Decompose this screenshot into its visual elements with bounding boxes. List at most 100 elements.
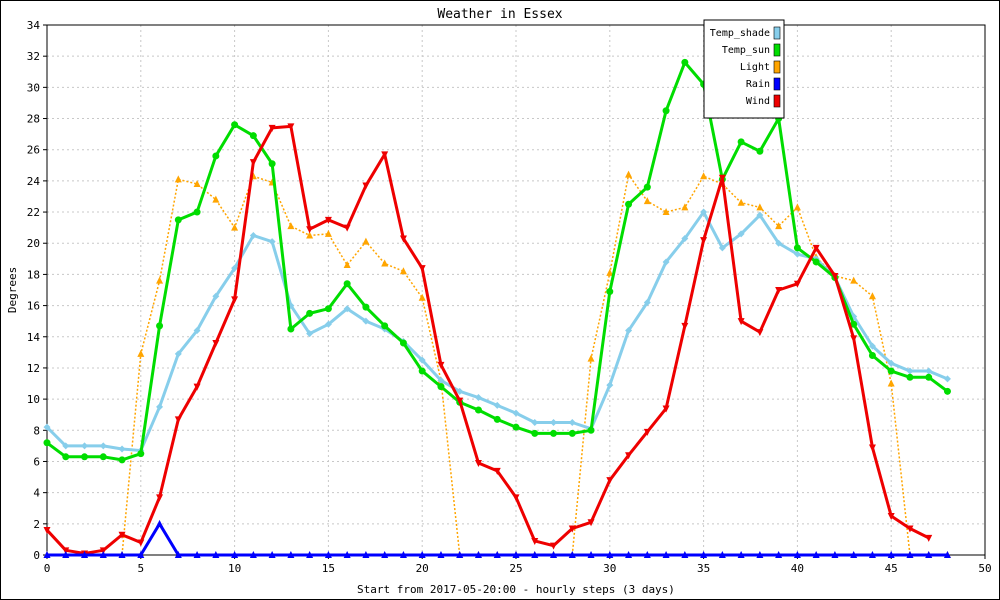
light-point — [231, 223, 239, 231]
temp-shade-point — [343, 305, 351, 313]
y-tick-label: 6 — [33, 455, 40, 468]
gridlines — [47, 25, 985, 555]
rain-point — [324, 551, 332, 558]
y-tick-label: 14 — [27, 331, 41, 344]
x-tick-label: 30 — [603, 562, 616, 575]
wind-point — [512, 494, 520, 502]
y-tick-label: 22 — [27, 206, 40, 219]
temp-shade-point — [306, 330, 314, 338]
light-point — [625, 170, 633, 178]
series-temp-shade — [43, 208, 951, 455]
y-tick-label: 10 — [27, 393, 40, 406]
light-point — [156, 276, 164, 284]
temp-sun-point — [737, 138, 745, 146]
temp-sun-point — [625, 200, 633, 208]
x-tick-label: 0 — [44, 562, 51, 575]
temp-shade-point — [718, 244, 726, 252]
rain-point — [625, 551, 633, 558]
temp-sun-point — [62, 453, 70, 461]
y-tick-label: 12 — [27, 362, 40, 375]
rain-point — [887, 551, 895, 558]
temp-shade-point — [249, 231, 257, 239]
rain-point — [681, 551, 689, 558]
y-tick-label: 34 — [27, 19, 41, 32]
light-point — [212, 195, 220, 203]
rain-point — [812, 551, 820, 558]
temp-shade-point — [737, 230, 745, 238]
rain-point — [531, 551, 539, 558]
light-point — [343, 261, 351, 269]
temp-sun-point — [925, 373, 933, 381]
temp-shade-point — [625, 327, 633, 335]
light-point — [606, 268, 614, 276]
wind-point — [193, 383, 201, 391]
wind-point — [493, 467, 501, 475]
x-tick-label: 15 — [322, 562, 335, 575]
temp-shade-point — [925, 367, 933, 375]
y-tick-label: 4 — [33, 487, 40, 500]
temp-shade-point — [62, 442, 70, 450]
temp-shade-point — [156, 403, 164, 411]
wind-point — [587, 519, 595, 527]
legend-label: Temp_sun — [722, 45, 770, 56]
rain-point — [306, 551, 314, 558]
legend-swatch — [773, 60, 781, 74]
temp-shade-point — [512, 409, 520, 417]
rain-point — [943, 551, 951, 558]
wind-point — [887, 513, 895, 521]
legend-swatch — [773, 94, 781, 108]
temp-sun-point — [606, 288, 614, 296]
wind-point — [418, 265, 426, 273]
light-point — [287, 222, 295, 230]
light-point — [174, 175, 182, 183]
y-tick-label: 28 — [27, 113, 40, 126]
rain-point — [906, 551, 914, 558]
wind-point — [231, 296, 239, 304]
light-point — [775, 222, 783, 230]
temp-shade-point — [268, 238, 276, 246]
wind-point — [793, 280, 801, 288]
temp-sun-point — [43, 439, 51, 447]
wind-point — [925, 534, 933, 542]
rain-point — [249, 551, 257, 558]
wind-point — [399, 235, 407, 243]
temp-shade-point — [231, 264, 239, 272]
temp-sun-point — [399, 339, 407, 347]
temp-sun-point — [531, 429, 539, 437]
wind-point — [249, 159, 257, 167]
light-point — [700, 172, 708, 180]
rain-point — [268, 551, 276, 558]
rain-point — [399, 551, 407, 558]
y-tick-label: 0 — [33, 549, 40, 562]
temp-shade-point — [700, 208, 708, 216]
rain-point — [474, 551, 482, 558]
temp-sun-point — [868, 351, 876, 359]
x-tick-label: 25 — [509, 562, 522, 575]
rain-point — [831, 551, 839, 558]
temp-sun-point — [137, 450, 145, 458]
rain-point — [362, 551, 370, 558]
light-point — [587, 354, 595, 362]
x-tick-label: 5 — [137, 562, 144, 575]
temp-sun-point — [324, 305, 332, 313]
x-tick-label: 50 — [978, 562, 991, 575]
light-point — [643, 197, 651, 205]
wind-point — [343, 224, 351, 232]
y-tick-label: 24 — [27, 175, 41, 188]
light-point — [850, 276, 858, 284]
legend-label: Rain — [746, 79, 770, 90]
wind-point — [43, 527, 51, 535]
light-point — [868, 292, 876, 300]
light-point — [756, 203, 764, 211]
light-point — [137, 349, 145, 357]
light-point — [737, 198, 745, 206]
temp-sun-point — [812, 258, 820, 266]
legend-swatch — [773, 26, 781, 40]
wind-point — [868, 444, 876, 452]
rain-point — [737, 551, 745, 558]
chart-title: Weather in Essex — [437, 7, 562, 22]
temp-sun-point — [662, 107, 670, 115]
rain-point — [700, 551, 708, 558]
